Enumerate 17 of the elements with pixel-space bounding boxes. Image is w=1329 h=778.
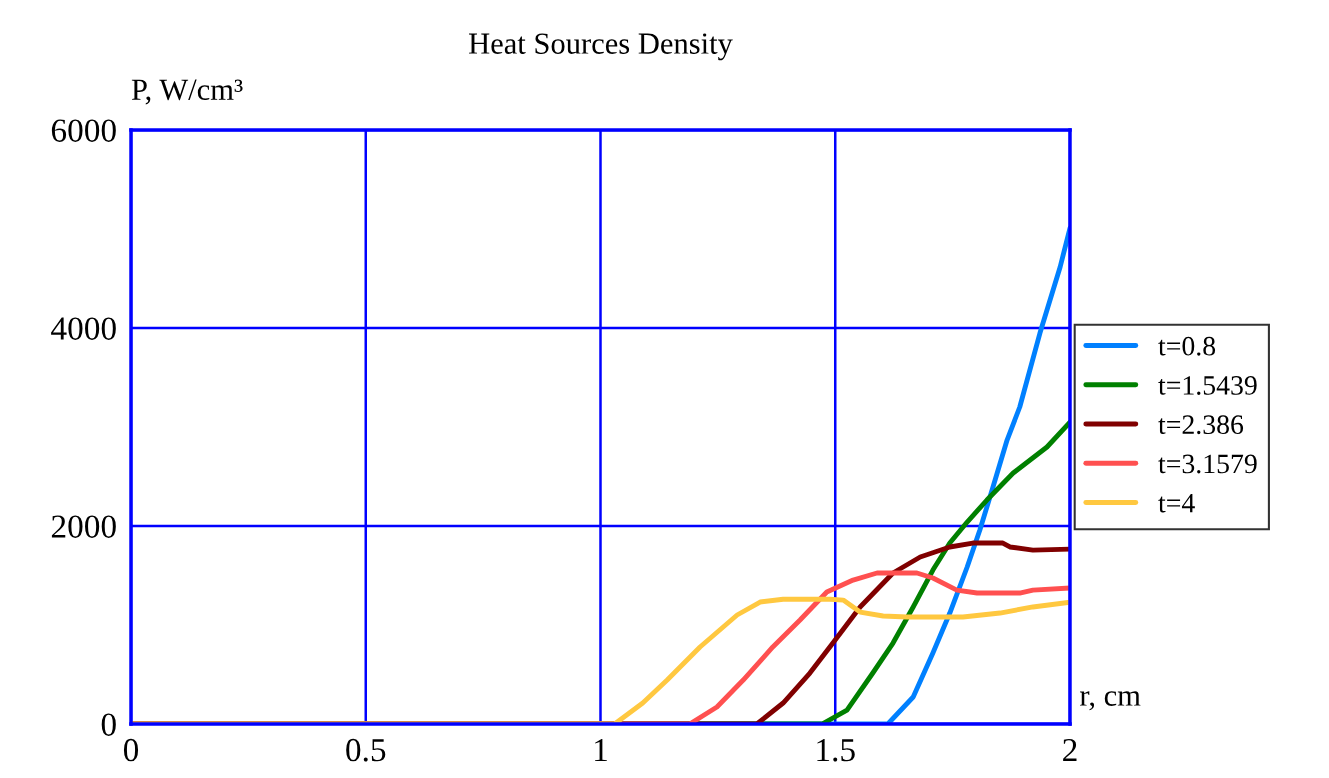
legend-label: t=4 <box>1158 493 1195 513</box>
x-tick-label: 0.5 <box>346 738 386 762</box>
legend-label: t=3.1579 <box>1158 454 1257 474</box>
y-axis-title: P, W/cm³ <box>131 79 243 105</box>
chart-title: Heat Sources Density <box>469 33 733 61</box>
x-tick-label: 1 <box>595 739 607 762</box>
y-tick-label: 2000 <box>51 515 116 538</box>
legend-label: t=1.5439 <box>1158 376 1257 395</box>
legend-label: t=0.8 <box>1158 336 1216 356</box>
y-tick-label: 0 <box>101 713 116 736</box>
y-tick-label: 6000 <box>51 119 116 142</box>
y-tick-label: 4000 <box>51 317 116 340</box>
legend-label: t=2.386 <box>1158 415 1244 435</box>
x-tick-label: 0 <box>123 738 139 762</box>
x-axis-title: r, cm <box>1080 691 1141 711</box>
x-tick-label: 2 <box>1063 738 1077 762</box>
x-tick-label: 1.5 <box>817 739 855 762</box>
